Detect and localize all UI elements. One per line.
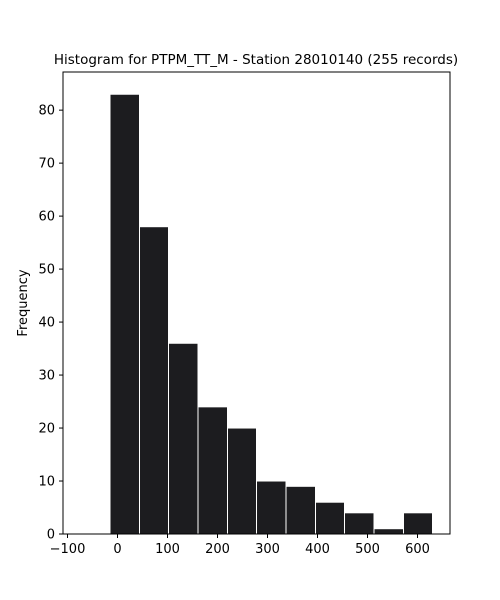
y-axis: 0 10 20 30 40 50 60 70 80 [38, 104, 63, 543]
x-tick-label-3: 200 [205, 542, 230, 557]
histogram-bar-4 [227, 427, 257, 535]
y-tick-label-4: 40 [38, 316, 55, 331]
y-tick-label-0: 0 [47, 528, 55, 543]
y-tick-label-2: 20 [38, 422, 55, 437]
x-tick-label-7: 600 [405, 542, 430, 557]
histogram-bar-10 [403, 512, 433, 535]
histogram-bar-3 [197, 406, 228, 535]
y-tick-label-8: 80 [38, 104, 55, 119]
x-tick-label-2: 100 [155, 542, 180, 557]
histogram-bar-5 [256, 480, 287, 535]
bars-group [109, 93, 433, 535]
x-tick-label-5: 400 [305, 542, 330, 557]
histogram-bar-2 [168, 342, 199, 535]
histogram-bar-1 [139, 226, 169, 535]
chart-title: Histogram for PTPM_TT_M - Station 280101… [54, 52, 458, 68]
histogram-bar-6 [285, 485, 316, 535]
x-tick-label-4: 300 [255, 542, 280, 557]
histogram-bar-9 [373, 528, 404, 535]
y-axis-label: Frequency [16, 269, 31, 336]
y-tick-label-6: 60 [38, 210, 55, 225]
y-tick-label-7: 70 [38, 157, 55, 172]
y-tick-label-3: 30 [38, 369, 55, 384]
x-tick-label-0: −100 [50, 542, 86, 557]
plot-frame [62, 71, 451, 535]
histogram-bar-7 [315, 501, 345, 535]
x-axis: −100 0 100 200 300 400 500 600 [50, 534, 430, 557]
x-tick-label-1: 0 [113, 542, 121, 557]
x-tick-label-6: 500 [355, 542, 380, 557]
y-tick-label-5: 50 [38, 263, 55, 278]
histogram-bar-0 [109, 93, 140, 535]
y-tick-label-1: 10 [38, 475, 55, 490]
histogram-bar-8 [344, 512, 375, 535]
